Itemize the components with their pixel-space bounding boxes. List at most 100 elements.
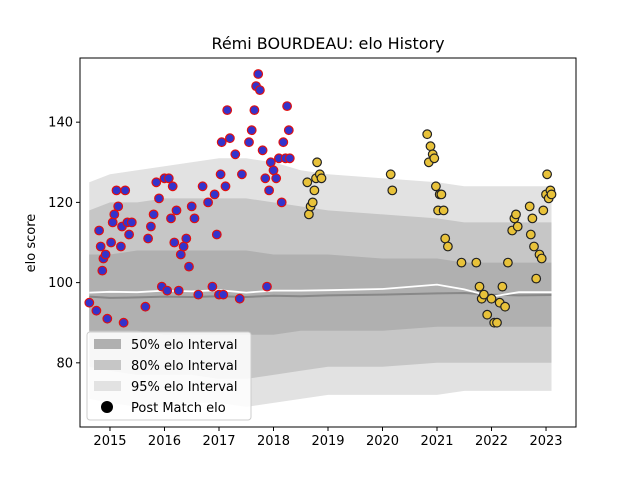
elo-point-early [181, 233, 192, 244]
legend-swatch-band [94, 381, 121, 391]
elo-point-early [124, 229, 135, 240]
elo-point-early [271, 173, 282, 184]
legend-label: 50% elo Interval [131, 338, 238, 353]
elo-point-early [215, 169, 226, 180]
elo-point-late [546, 189, 557, 200]
elo-point-early [100, 249, 111, 260]
x-tick-label: 2021 [420, 434, 453, 449]
elo-point-late [443, 241, 453, 252]
elo-point-late [486, 293, 497, 304]
elo-point-early [246, 125, 257, 136]
y-tick-label: 80 [56, 356, 73, 371]
elo-point-late [438, 205, 449, 216]
elo-point-early [254, 85, 265, 95]
elo-point-early [189, 213, 200, 224]
elo-point-early [173, 285, 184, 296]
elo-point-early [253, 69, 264, 79]
x-tick-label: 2020 [366, 434, 399, 449]
elo-point-late [471, 257, 482, 268]
elo-point-early [95, 241, 106, 252]
elo-point-early [118, 317, 129, 328]
y-axis-label: elo score [24, 214, 39, 273]
x-tick-label: 2017 [202, 434, 235, 449]
elo-point-early [222, 105, 233, 115]
elo-point-late [542, 169, 552, 180]
elo-point-early [84, 297, 95, 308]
elo-point-early [236, 169, 247, 180]
legend-label: Post Match elo [131, 401, 226, 416]
elo-point-late [492, 317, 502, 328]
elo-point-late [474, 281, 485, 292]
x-tick-label: 2018 [257, 434, 290, 449]
elo-point-late [456, 257, 467, 268]
elo-point-early [169, 237, 180, 248]
elo-point-early [234, 293, 245, 304]
elo-point-early [178, 241, 189, 252]
elo-point-early [140, 301, 151, 312]
elo-point-early [102, 313, 113, 324]
elo-point-early [175, 249, 186, 260]
elo-point-early [113, 201, 124, 212]
elo-point-late [312, 157, 323, 168]
elo-point-late [525, 229, 536, 240]
elo-point-early [107, 217, 118, 228]
x-tick-label: 2015 [93, 434, 126, 449]
elo-point-early [154, 193, 164, 204]
elo-point-early [220, 181, 231, 192]
chart-title: Rémi BOURDEAU: elo History [211, 34, 444, 53]
elo-point-late [440, 233, 451, 244]
elo-point-early [197, 181, 208, 192]
y-axis: 80 100 120 140 [48, 116, 80, 371]
elo-point-late [309, 185, 320, 196]
elo-point-early [126, 217, 137, 228]
legend-box [86, 331, 252, 421]
elo-point-late [482, 309, 493, 320]
x-tick-label: 2016 [148, 434, 181, 449]
y-tick-label: 120 [48, 196, 73, 211]
elo-point-late [538, 205, 549, 216]
elo-point-late [529, 241, 539, 252]
elo-point-early [249, 105, 260, 115]
elo-point-early [162, 285, 173, 296]
elo-point-early [171, 205, 182, 216]
elo-point-early [166, 213, 176, 224]
elo-point-early [260, 173, 271, 184]
elo-point-early [186, 201, 197, 212]
elo-point-late [500, 301, 511, 312]
elo-point-early [148, 209, 159, 220]
elo-point-late [422, 129, 433, 140]
mean-line [89, 283, 552, 298]
elo-point-late [536, 253, 547, 264]
elo-point-late [304, 209, 314, 220]
elo-point-late [511, 209, 521, 220]
elo-point-early [265, 157, 276, 168]
elo-point-early [184, 261, 194, 272]
elo-point-late [479, 289, 489, 300]
elo-point-late [503, 257, 513, 268]
elo-point-early [244, 137, 254, 148]
elo-point-early [109, 209, 120, 220]
legend-label: 95% elo Interval [131, 380, 238, 395]
legend-swatch-band [94, 360, 121, 370]
elo-point-late [385, 169, 396, 180]
elo-point-early [211, 229, 222, 240]
elo-point-early [115, 241, 126, 252]
elo-point-early [216, 137, 227, 148]
elo-point-late [316, 173, 327, 184]
legend: 50% elo Interval 80% elo Interval 95% elo … [86, 331, 252, 421]
elo-point-early [97, 265, 108, 276]
elo-point-late [497, 281, 508, 292]
elo-point-early [151, 177, 162, 188]
y-tick-label: 100 [48, 276, 73, 291]
elo-point-early [94, 225, 104, 236]
elo-point-early [276, 197, 287, 208]
legend-label: 80% elo Interval [131, 359, 238, 374]
elo-point-early [106, 237, 116, 248]
elo-point-early [91, 305, 102, 316]
elo-point-early [268, 165, 279, 176]
elo-point-early [278, 137, 289, 148]
elo-point-early [283, 125, 294, 136]
elo-point-early [284, 153, 295, 164]
elo-point-late [527, 213, 538, 224]
